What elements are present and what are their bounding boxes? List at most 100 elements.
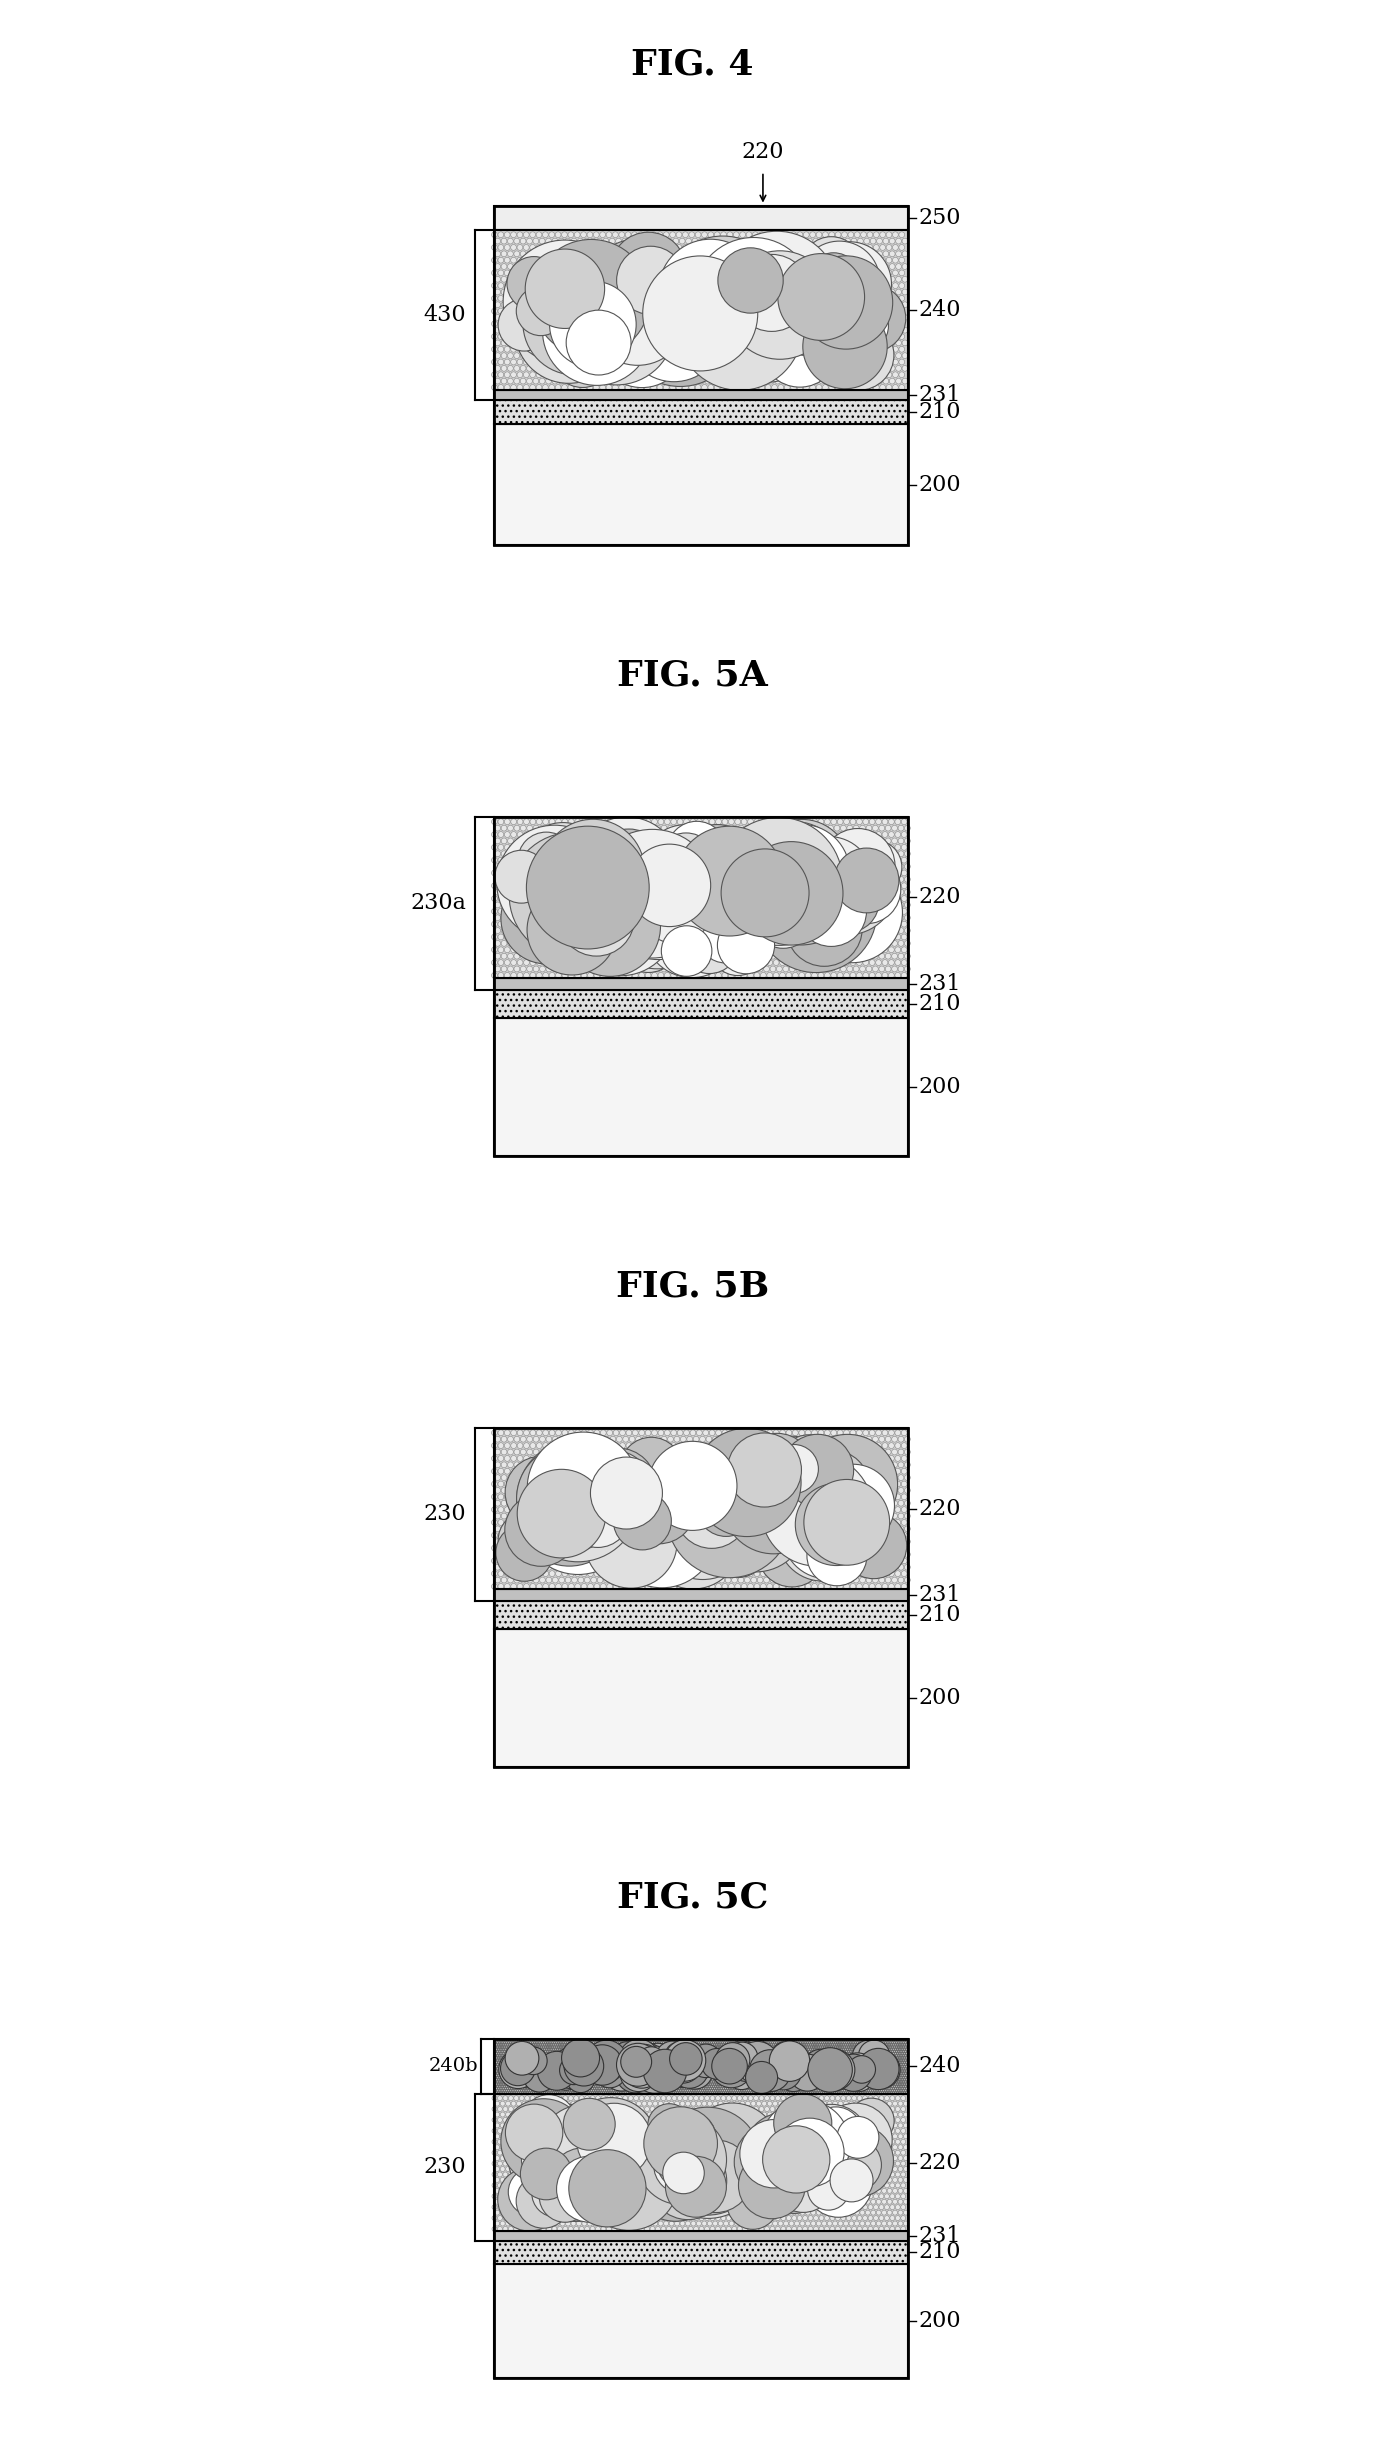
Circle shape xyxy=(843,2157,849,2162)
Circle shape xyxy=(789,852,795,857)
Circle shape xyxy=(501,1552,507,1557)
Circle shape xyxy=(638,1481,644,1486)
Circle shape xyxy=(771,360,777,365)
Circle shape xyxy=(558,252,564,257)
Circle shape xyxy=(774,365,781,372)
Circle shape xyxy=(651,1506,658,1513)
Circle shape xyxy=(810,2144,816,2149)
Circle shape xyxy=(784,257,789,262)
Circle shape xyxy=(792,2054,828,2088)
Circle shape xyxy=(573,2162,579,2166)
Circle shape xyxy=(594,972,600,979)
Circle shape xyxy=(870,365,875,372)
Circle shape xyxy=(752,360,758,365)
Circle shape xyxy=(863,1584,868,1589)
Circle shape xyxy=(882,1442,888,1449)
Circle shape xyxy=(619,2039,659,2081)
Circle shape xyxy=(866,1437,873,1442)
Circle shape xyxy=(663,2135,669,2140)
Circle shape xyxy=(517,2122,522,2127)
Circle shape xyxy=(874,2095,878,2100)
Circle shape xyxy=(629,289,634,294)
Circle shape xyxy=(784,2211,788,2215)
Circle shape xyxy=(850,1572,856,1577)
Circle shape xyxy=(769,277,774,282)
Circle shape xyxy=(731,1449,737,1454)
Circle shape xyxy=(522,2120,597,2193)
Circle shape xyxy=(555,1545,561,1552)
Circle shape xyxy=(572,1461,578,1469)
Circle shape xyxy=(558,876,565,881)
Circle shape xyxy=(555,269,561,277)
Circle shape xyxy=(555,1557,561,1564)
Circle shape xyxy=(734,2125,810,2201)
Circle shape xyxy=(819,869,824,876)
Circle shape xyxy=(741,908,747,913)
Circle shape xyxy=(744,940,751,947)
Circle shape xyxy=(668,876,673,881)
Circle shape xyxy=(853,1513,859,1518)
Circle shape xyxy=(517,1481,524,1486)
Circle shape xyxy=(874,2140,878,2144)
Circle shape xyxy=(572,1577,578,1584)
Circle shape xyxy=(687,1525,692,1532)
Circle shape xyxy=(879,837,885,845)
Circle shape xyxy=(729,884,734,889)
Circle shape xyxy=(597,967,602,972)
Circle shape xyxy=(705,377,711,384)
Circle shape xyxy=(734,384,740,389)
Circle shape xyxy=(612,333,618,340)
Circle shape xyxy=(666,353,672,357)
Circle shape xyxy=(716,1584,722,1589)
Circle shape xyxy=(787,884,792,889)
Circle shape xyxy=(602,301,609,308)
Circle shape xyxy=(533,1488,539,1493)
Circle shape xyxy=(825,277,831,282)
Circle shape xyxy=(694,2162,698,2166)
Circle shape xyxy=(590,289,596,294)
Circle shape xyxy=(841,1449,846,1454)
Circle shape xyxy=(796,257,803,262)
Circle shape xyxy=(760,832,766,837)
Circle shape xyxy=(863,2215,867,2220)
Circle shape xyxy=(597,301,602,308)
Circle shape xyxy=(655,2184,661,2189)
Circle shape xyxy=(863,1506,868,1513)
Circle shape xyxy=(801,353,806,357)
Circle shape xyxy=(778,257,784,262)
Circle shape xyxy=(557,2095,562,2100)
Circle shape xyxy=(633,896,638,901)
Circle shape xyxy=(517,972,524,979)
Circle shape xyxy=(629,889,634,896)
Circle shape xyxy=(702,1430,709,1435)
Circle shape xyxy=(504,384,510,389)
Circle shape xyxy=(492,1481,497,1486)
Circle shape xyxy=(809,852,814,857)
Circle shape xyxy=(517,935,524,940)
Circle shape xyxy=(816,360,821,365)
Circle shape xyxy=(742,353,749,357)
Circle shape xyxy=(788,313,794,321)
Circle shape xyxy=(809,940,814,947)
Circle shape xyxy=(855,321,860,326)
Circle shape xyxy=(856,908,863,913)
Circle shape xyxy=(781,252,787,257)
Circle shape xyxy=(604,852,609,857)
Circle shape xyxy=(629,2118,633,2122)
Circle shape xyxy=(528,2211,532,2215)
Circle shape xyxy=(711,340,717,345)
Circle shape xyxy=(492,869,497,876)
Circle shape xyxy=(598,2198,604,2203)
Circle shape xyxy=(597,1437,602,1442)
Circle shape xyxy=(711,2118,715,2122)
Circle shape xyxy=(526,313,532,321)
Circle shape xyxy=(656,233,663,237)
Circle shape xyxy=(677,2215,683,2220)
Circle shape xyxy=(879,940,885,947)
Circle shape xyxy=(499,269,504,277)
Circle shape xyxy=(706,928,712,933)
Circle shape xyxy=(711,2095,715,2100)
Circle shape xyxy=(591,1437,597,1442)
Circle shape xyxy=(544,1493,620,1572)
Circle shape xyxy=(889,2095,895,2100)
